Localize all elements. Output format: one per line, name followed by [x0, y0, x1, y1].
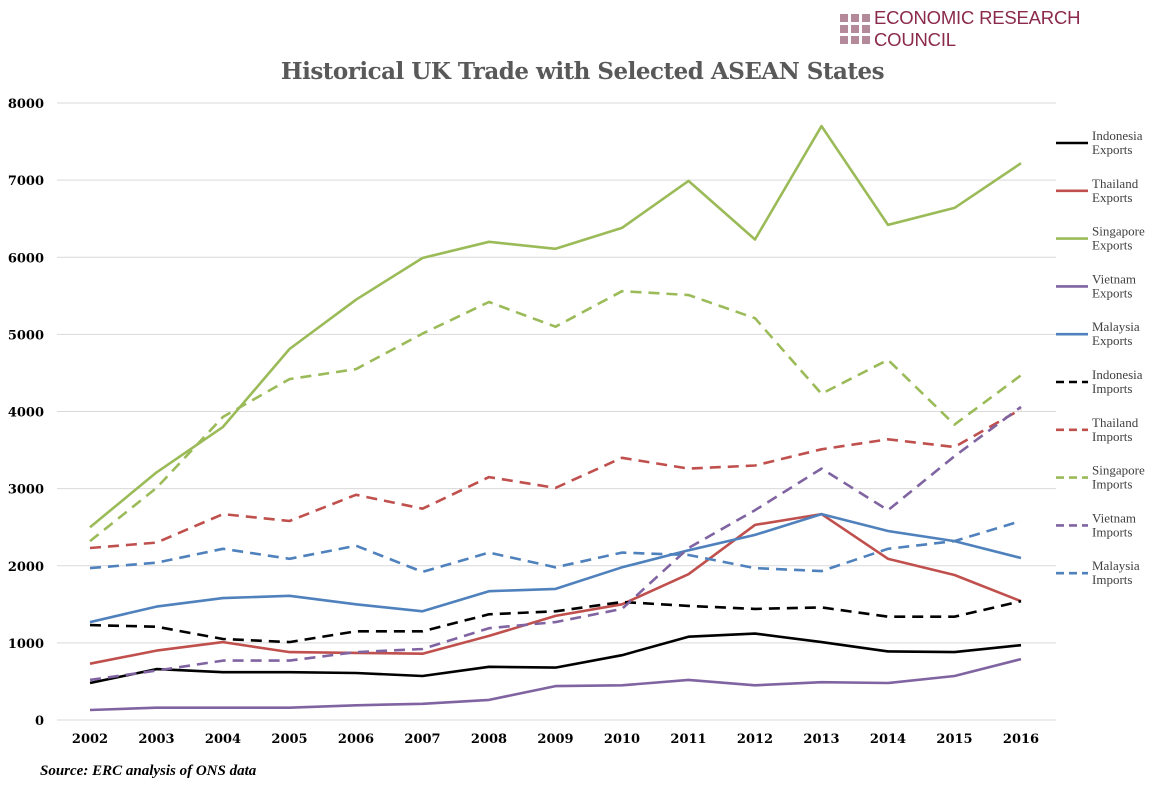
- legend-label: Thailand Imports: [1092, 415, 1139, 444]
- legend-label: Indonesia Imports: [1092, 367, 1143, 396]
- legend-label: Malaysia Exports: [1092, 319, 1140, 348]
- x-tick-label: 2012: [737, 732, 773, 747]
- y-tick-label: 7000: [8, 174, 44, 189]
- x-tick-label: 2016: [1003, 732, 1039, 747]
- legend-label: Vietnam Exports: [1092, 271, 1136, 300]
- y-tick-label: 1000: [8, 637, 44, 652]
- series-line-singapore-exports: [89, 124, 1022, 529]
- legend-label: Indonesia Exports: [1092, 128, 1143, 157]
- erc-logo: ECONOMIC RESEARCH COUNCIL: [840, 7, 1165, 50]
- y-tick-label: 3000: [8, 483, 44, 498]
- x-tick-label: 2015: [936, 732, 972, 747]
- y-tick-label: 4000: [8, 406, 44, 421]
- y-tick-label: 2000: [8, 560, 44, 575]
- legend-label: Vietnam Imports: [1092, 510, 1136, 539]
- series-line-vietnam-exports: [89, 657, 1022, 712]
- legend-label: Singapore Imports: [1092, 463, 1145, 492]
- x-tick-label: 2008: [471, 732, 507, 747]
- x-tick-label: 2003: [138, 732, 174, 747]
- series-line-indonesia-exports: [89, 632, 1022, 685]
- logo-squares-icon: [840, 14, 870, 44]
- chart-title: Historical UK Trade with Selected ASEAN …: [280, 58, 885, 85]
- x-tick-label: 2002: [72, 732, 108, 747]
- x-tick-label: 2004: [205, 732, 241, 747]
- x-tick-label: 2005: [271, 732, 307, 747]
- x-tick-label: 2007: [404, 732, 440, 747]
- series-line-singapore-imports: [89, 289, 1022, 543]
- y-tick-label: 8000: [8, 97, 44, 112]
- x-tick-label: 2009: [537, 732, 573, 747]
- legend-label: Thailand Exports: [1092, 176, 1139, 205]
- series-line-indonesia-imports: [89, 599, 1022, 644]
- x-tick-label: 2014: [870, 732, 906, 747]
- y-tick-label: 0: [35, 714, 44, 729]
- series-line-malaysia-exports: [89, 512, 1022, 624]
- x-tick-label: 2010: [604, 732, 640, 747]
- series-line-vietnam-imports: [89, 405, 1022, 682]
- x-tick-label: 2006: [338, 732, 374, 747]
- source-note: Source: ERC analysis of ONS data: [40, 763, 257, 779]
- series-line-thailand-imports: [89, 408, 1022, 550]
- series-line-thailand-exports: [89, 512, 1022, 665]
- x-tick-label: 2013: [803, 732, 839, 747]
- logo-text: ECONOMIC RESEARCH COUNCIL: [874, 7, 1081, 50]
- y-tick-label: 5000: [8, 328, 44, 343]
- y-tick-label: 6000: [8, 251, 44, 266]
- series-line-malaysia-imports: [89, 519, 1022, 574]
- legend-label: Singapore Exports: [1092, 224, 1145, 253]
- legend-label: Malaysia Imports: [1092, 558, 1140, 587]
- x-tick-label: 2011: [670, 732, 706, 747]
